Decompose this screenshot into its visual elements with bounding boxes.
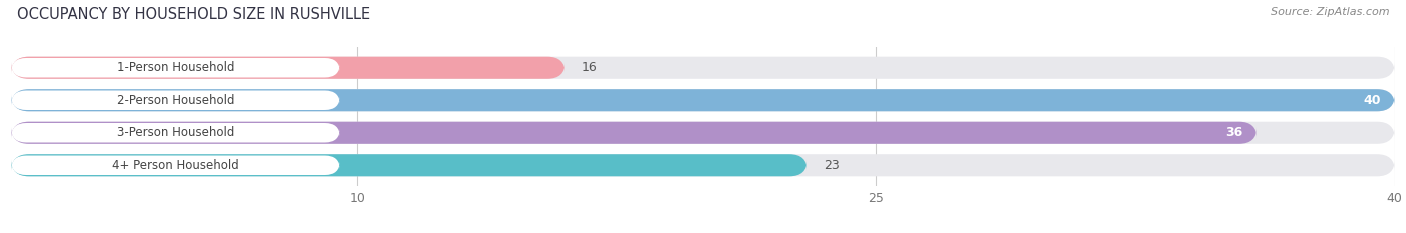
FancyBboxPatch shape (11, 58, 340, 78)
Text: 3-Person Household: 3-Person Household (117, 126, 235, 139)
Text: 40: 40 (1364, 94, 1381, 107)
Text: Source: ZipAtlas.com: Source: ZipAtlas.com (1271, 7, 1389, 17)
Text: 2-Person Household: 2-Person Household (117, 94, 235, 107)
FancyBboxPatch shape (11, 122, 1395, 144)
FancyBboxPatch shape (11, 123, 340, 143)
FancyBboxPatch shape (11, 90, 340, 110)
Text: 1-Person Household: 1-Person Household (117, 61, 235, 74)
FancyBboxPatch shape (11, 154, 1395, 176)
FancyBboxPatch shape (11, 57, 565, 79)
Text: 36: 36 (1225, 126, 1243, 139)
FancyBboxPatch shape (11, 89, 1395, 111)
Text: 23: 23 (824, 159, 839, 172)
FancyBboxPatch shape (11, 57, 1395, 79)
Text: 16: 16 (582, 61, 598, 74)
Text: OCCUPANCY BY HOUSEHOLD SIZE IN RUSHVILLE: OCCUPANCY BY HOUSEHOLD SIZE IN RUSHVILLE (17, 7, 370, 22)
FancyBboxPatch shape (11, 155, 340, 175)
FancyBboxPatch shape (11, 122, 1257, 144)
FancyBboxPatch shape (11, 154, 807, 176)
FancyBboxPatch shape (11, 89, 1395, 111)
Text: 4+ Person Household: 4+ Person Household (112, 159, 239, 172)
